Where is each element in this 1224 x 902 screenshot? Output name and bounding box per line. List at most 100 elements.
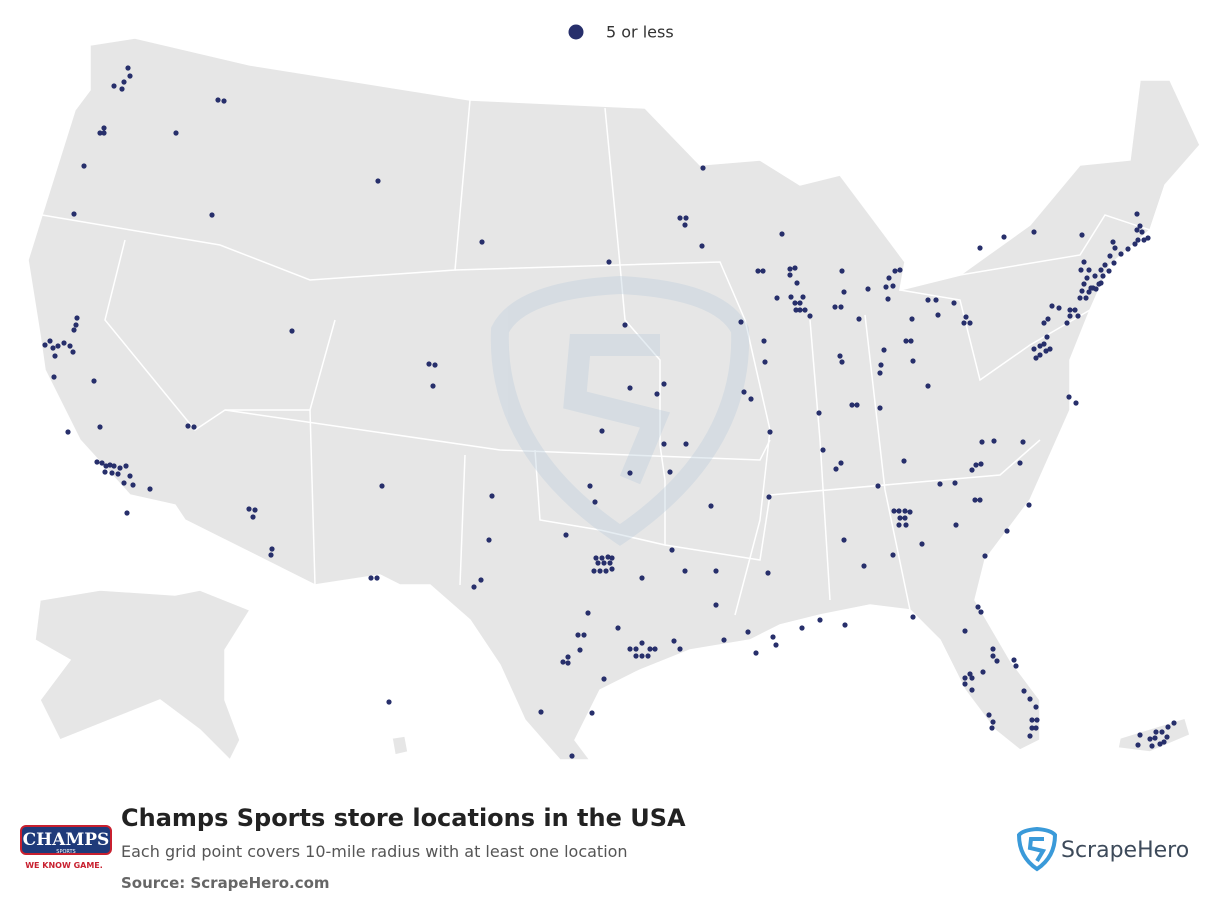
location-dot	[1132, 241, 1138, 247]
location-dot	[486, 537, 492, 543]
location-dot	[1041, 320, 1047, 326]
location-dot	[961, 320, 967, 326]
location-dot	[1029, 717, 1035, 723]
location-dot	[563, 532, 569, 538]
location-dot	[792, 300, 798, 306]
location-dot	[1086, 289, 1092, 295]
location-dot	[1092, 273, 1098, 279]
location-dot	[125, 65, 131, 71]
location-dot	[627, 646, 633, 652]
location-dot	[91, 378, 97, 384]
location-dot	[599, 428, 605, 434]
location-dot	[1029, 725, 1035, 731]
location-dot	[1112, 245, 1118, 251]
location-dot	[875, 483, 881, 489]
location-dot	[1134, 227, 1140, 233]
location-dot	[1047, 346, 1053, 352]
location-dot	[1141, 237, 1147, 243]
location-dot	[1088, 285, 1094, 291]
location-dot	[1067, 307, 1073, 313]
location-dot	[907, 509, 913, 515]
location-dot	[1164, 734, 1170, 740]
location-dot	[289, 328, 295, 334]
location-dot	[856, 316, 862, 322]
location-dot	[762, 359, 768, 365]
location-dot	[877, 405, 883, 411]
location-dot	[797, 300, 803, 306]
location-dot	[977, 497, 983, 503]
location-dot	[816, 410, 822, 416]
location-dot	[479, 239, 485, 245]
state-border	[104, 239, 336, 432]
location-dot	[609, 555, 615, 561]
location-dot	[70, 349, 76, 355]
location-dot	[721, 637, 727, 643]
location-dot	[73, 322, 79, 328]
location-dot	[71, 327, 77, 333]
location-dot	[1027, 696, 1033, 702]
location-dot	[71, 211, 77, 217]
location-dot	[426, 361, 432, 367]
state-border	[41, 99, 471, 281]
location-dot	[794, 280, 800, 286]
location-dot	[897, 515, 903, 521]
location-dot	[760, 268, 766, 274]
location-dot	[787, 272, 793, 278]
location-dot	[989, 725, 995, 731]
location-dot	[865, 286, 871, 292]
location-dot	[1118, 251, 1124, 257]
location-dot	[101, 125, 107, 131]
location-dot	[1157, 741, 1163, 747]
location-dot	[977, 245, 983, 251]
location-dot	[661, 441, 667, 447]
location-dot	[967, 320, 973, 326]
location-dot	[1147, 736, 1153, 742]
location-dot	[622, 322, 628, 328]
logo-line: SPORTS	[56, 849, 75, 855]
location-dot	[1086, 267, 1092, 273]
location-dot	[1011, 657, 1017, 663]
location-dot	[682, 568, 688, 574]
location-dot	[1020, 439, 1026, 445]
location-dot	[891, 508, 897, 514]
location-dot	[109, 470, 115, 476]
location-dot	[1083, 295, 1089, 301]
location-dot	[471, 584, 477, 590]
location-dot	[102, 469, 108, 475]
location-dot	[802, 307, 808, 313]
location-dot	[682, 222, 688, 228]
location-dot	[969, 675, 975, 681]
publisher-icon	[1016, 826, 1058, 872]
location-dot	[124, 510, 130, 516]
location-dot	[1100, 273, 1106, 279]
location-dot	[569, 753, 575, 759]
location-dot	[565, 660, 571, 666]
location-dot	[1043, 348, 1049, 354]
location-dot	[903, 338, 909, 344]
location-dot	[269, 546, 275, 552]
location-dot	[901, 458, 907, 464]
watermark	[490, 275, 750, 546]
location-dot	[1077, 295, 1083, 301]
location-dot	[52, 353, 58, 359]
location-dot	[47, 338, 53, 344]
location-dot	[990, 653, 996, 659]
location-dot	[838, 304, 844, 310]
location-dot	[119, 86, 125, 92]
location-dot	[975, 604, 981, 610]
location-dot	[952, 480, 958, 486]
location-dot	[699, 243, 705, 249]
location-dot	[671, 638, 677, 644]
location-dot	[753, 650, 759, 656]
location-dot	[645, 653, 651, 659]
land	[27, 37, 1201, 762]
location-dot	[838, 460, 844, 466]
location-dot	[565, 654, 571, 660]
location-dot	[1125, 246, 1131, 252]
subtitle: Each grid point covers 10-mile radius wi…	[121, 842, 628, 861]
location-dot	[832, 304, 838, 310]
location-dot	[185, 423, 191, 429]
location-dot	[878, 362, 884, 368]
location-dot	[1078, 267, 1084, 273]
location-dot	[99, 460, 105, 466]
